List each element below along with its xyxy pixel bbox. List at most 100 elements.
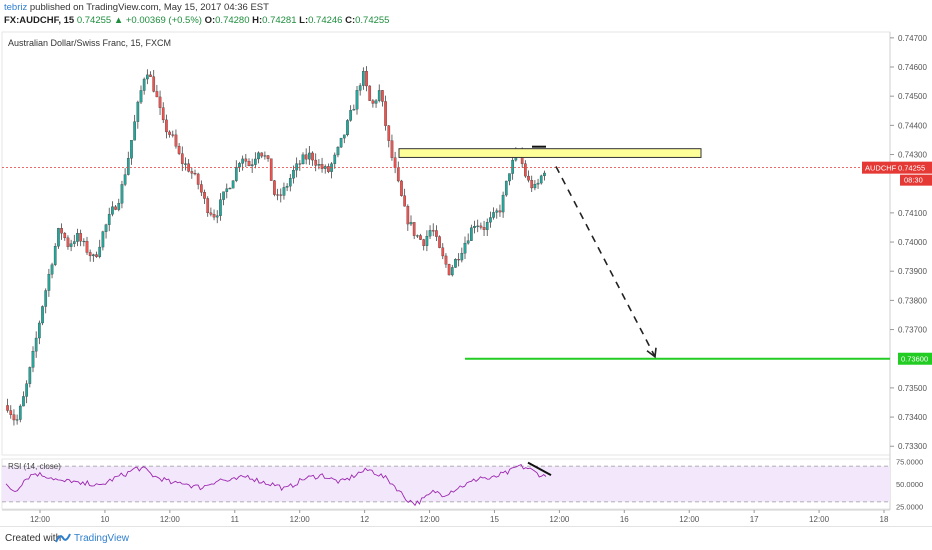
time-tick-label: 12:00	[160, 515, 181, 524]
candle-body	[482, 227, 486, 230]
candle-body	[72, 241, 76, 244]
close-label: C:	[345, 15, 356, 26]
candle-body	[431, 230, 435, 232]
candle-body	[111, 206, 114, 215]
time-tick-label: 12:00	[679, 515, 700, 524]
candle-body	[206, 198, 210, 214]
tradingview-brand-link[interactable]: TradingView	[74, 533, 130, 544]
time-tick-label: 12:00	[549, 515, 570, 524]
price-tick-label: 0.73800	[898, 296, 927, 305]
candle-body	[447, 264, 451, 276]
candle-body	[352, 109, 356, 111]
candle-body	[543, 172, 546, 177]
candle-body	[133, 121, 136, 141]
candle-body	[57, 228, 60, 247]
price-tick-label: 0.73900	[898, 267, 927, 276]
candle-body	[435, 230, 438, 237]
candle-body	[254, 158, 257, 165]
candle-body	[34, 337, 38, 352]
candle-body	[508, 173, 511, 182]
candle-body	[295, 163, 298, 171]
candle-body	[419, 235, 422, 240]
candle-body	[31, 351, 35, 368]
price-tick-label: 0.74000	[898, 238, 927, 247]
candle-body	[428, 230, 432, 237]
rsi-divergence-line[interactable]	[527, 461, 552, 476]
candle-body	[50, 264, 54, 275]
candle-body	[155, 91, 159, 98]
chart-area[interactable]: Australian Dollar/Swiss Franc, 15, FXCM 0…	[0, 28, 932, 526]
candle-body	[241, 158, 244, 164]
candle-body	[381, 90, 384, 102]
candle-body	[504, 180, 508, 196]
candle-body	[250, 164, 254, 167]
candle-body	[117, 203, 121, 210]
candle-body	[269, 158, 273, 181]
candle-body	[79, 233, 82, 242]
candle-body	[285, 185, 289, 188]
candle-body	[457, 259, 460, 261]
candle-body	[489, 217, 492, 223]
chart-title: Australian Dollar/Swiss Franc, 15, FXCM	[8, 38, 171, 48]
candle-body	[365, 71, 368, 87]
candle-body	[212, 214, 216, 218]
candle-body	[527, 175, 530, 181]
candle-body	[409, 222, 413, 225]
candle-body	[114, 206, 117, 210]
open-label: O:	[204, 15, 216, 26]
published-text: published on TradingView.com, May 15, 20…	[29, 2, 269, 13]
countdown-value: 08:30	[904, 176, 923, 185]
candle-body	[6, 405, 9, 411]
candle-body	[22, 396, 25, 407]
candle-body	[279, 194, 283, 196]
time-tick-label: 12:00	[30, 515, 51, 524]
candle-body	[69, 243, 73, 247]
price-tick-label: 0.74500	[898, 92, 927, 101]
candle-body	[530, 180, 534, 189]
last-price: 0.74255	[76, 15, 112, 26]
candle-body	[371, 100, 375, 104]
candle-body	[260, 152, 264, 157]
projection-arrow[interactable]	[555, 166, 656, 358]
candle-body	[406, 206, 410, 225]
candle-body	[536, 182, 540, 185]
candle-body	[524, 163, 527, 177]
candle-body	[438, 236, 441, 248]
resistance-zone[interactable]	[398, 148, 702, 158]
created-with-label: Created with	[5, 533, 62, 544]
candle-body	[400, 180, 403, 196]
candle-body	[47, 274, 51, 291]
candle-body	[320, 164, 324, 169]
candle-body	[177, 145, 181, 154]
candle-body	[92, 254, 95, 257]
candle-body	[463, 242, 467, 254]
low-value: 0.74246	[308, 15, 343, 26]
candle-body	[450, 267, 454, 276]
candle-body	[228, 188, 232, 190]
candle-body	[327, 166, 330, 172]
candle-body	[9, 410, 13, 415]
candle-body	[349, 110, 352, 121]
candle-body	[238, 163, 241, 168]
candle-body	[139, 90, 143, 103]
candle-body	[203, 192, 206, 199]
candle-body	[393, 157, 397, 168]
target-level-tag	[898, 352, 932, 365]
candle-body	[473, 226, 476, 228]
candle-body	[501, 194, 505, 213]
last-price-value: 0.74255	[898, 164, 925, 173]
candle-body	[533, 184, 537, 189]
candle-body	[511, 159, 514, 174]
author-link[interactable]: tebriz	[4, 2, 28, 13]
candle-body	[374, 100, 378, 104]
rsi-band	[2, 466, 890, 502]
candle-body	[88, 252, 92, 257]
candle-body	[219, 199, 222, 216]
candle-body	[444, 255, 448, 265]
candle-body	[171, 134, 175, 136]
time-tick-label: 12:00	[420, 515, 441, 524]
candle-body	[342, 134, 346, 139]
candle-body	[174, 134, 178, 147]
candle-body	[441, 247, 445, 257]
price-tick-label: 0.73500	[898, 384, 927, 393]
